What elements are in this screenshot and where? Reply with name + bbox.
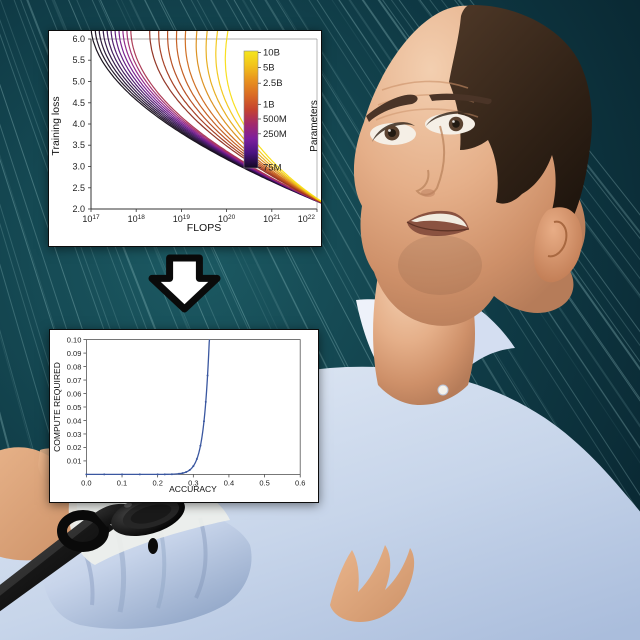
svg-text:3.0: 3.0 bbox=[72, 162, 85, 172]
svg-text:1B: 1B bbox=[263, 99, 275, 110]
svg-text:6.0: 6.0 bbox=[72, 34, 85, 44]
svg-text:5.5: 5.5 bbox=[72, 55, 85, 65]
svg-text:0.2: 0.2 bbox=[152, 478, 162, 487]
svg-text:COMPUTE REQUIRED: COMPUTE REQUIRED bbox=[52, 362, 62, 452]
svg-text:0.09: 0.09 bbox=[67, 349, 82, 358]
svg-text:3.5: 3.5 bbox=[72, 140, 85, 150]
svg-text:ACCURACY: ACCURACY bbox=[169, 484, 217, 494]
svg-text:0.02: 0.02 bbox=[67, 443, 82, 452]
svg-text:0.08: 0.08 bbox=[67, 362, 82, 371]
svg-text:5.0: 5.0 bbox=[72, 77, 85, 87]
svg-text:0.01: 0.01 bbox=[67, 457, 82, 466]
svg-text:0.07: 0.07 bbox=[67, 376, 82, 385]
svg-text:500M: 500M bbox=[263, 114, 287, 125]
svg-text:75M: 75M bbox=[263, 163, 282, 174]
svg-text:0.10: 0.10 bbox=[67, 335, 82, 344]
svg-text:0.06: 0.06 bbox=[67, 389, 82, 398]
svg-text:250M: 250M bbox=[263, 129, 287, 140]
svg-text:0.5: 0.5 bbox=[259, 478, 269, 487]
svg-text:0.05: 0.05 bbox=[67, 403, 82, 412]
svg-text:2.5B: 2.5B bbox=[263, 78, 283, 89]
svg-text:Training loss: Training loss bbox=[50, 96, 62, 155]
svg-text:4.0: 4.0 bbox=[72, 119, 85, 129]
svg-text:4.5: 4.5 bbox=[72, 98, 85, 108]
svg-text:5B: 5B bbox=[263, 62, 275, 73]
svg-text:10B: 10B bbox=[263, 48, 280, 59]
svg-text:0.04: 0.04 bbox=[67, 416, 82, 425]
svg-text:0.1: 0.1 bbox=[117, 478, 127, 487]
svg-text:2.0: 2.0 bbox=[72, 204, 85, 214]
svg-text:0.0: 0.0 bbox=[81, 478, 91, 487]
svg-text:0.4: 0.4 bbox=[224, 478, 234, 487]
svg-text:FLOPS: FLOPS bbox=[187, 222, 221, 234]
svg-text:Parameters: Parameters bbox=[309, 100, 320, 152]
svg-text:0.03: 0.03 bbox=[67, 430, 82, 439]
svg-text:0.6: 0.6 bbox=[295, 478, 305, 487]
svg-text:2.5: 2.5 bbox=[72, 183, 85, 193]
